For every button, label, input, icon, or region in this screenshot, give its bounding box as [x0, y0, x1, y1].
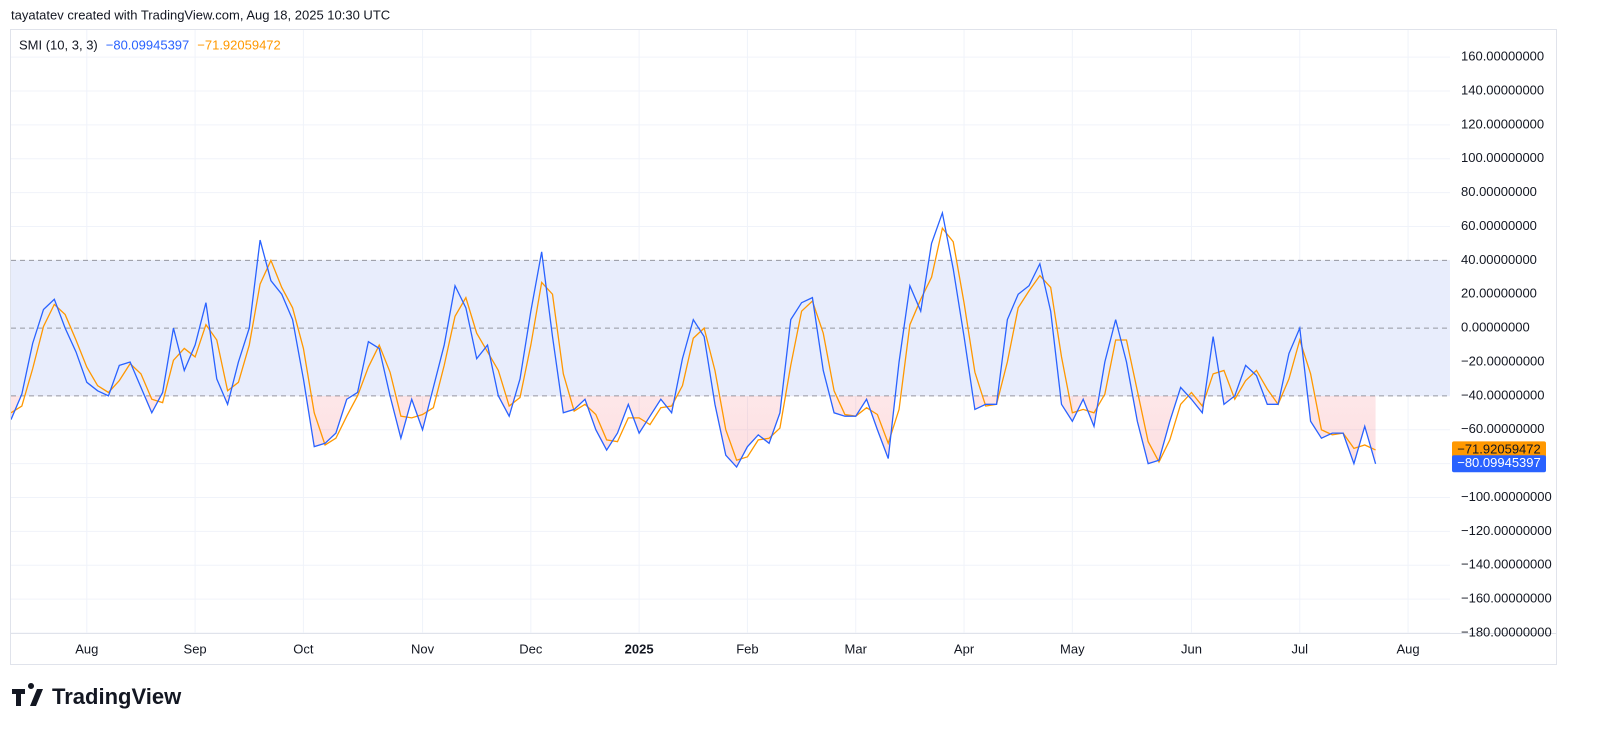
- y-tick-label: 160.00000000: [1461, 49, 1544, 64]
- y-tick-label: −60.00000000: [1461, 421, 1545, 436]
- legend-value: −71.92059472: [197, 37, 281, 52]
- price-tag-label: −71.92059472: [1457, 441, 1541, 456]
- logo-icon: [12, 683, 43, 706]
- y-tick-label: 60.00000000: [1461, 218, 1537, 233]
- x-tick-label: Oct: [293, 641, 314, 656]
- price-tag: [1452, 455, 1546, 473]
- y-tick-label: −40.00000000: [1461, 387, 1545, 402]
- y-tick-label: 0.00000000: [1461, 320, 1530, 335]
- y-tick-label: 40.00000000: [1461, 252, 1537, 267]
- y-tick-label: −140.00000000: [1461, 557, 1552, 572]
- y-tick-label: −120.00000000: [1461, 523, 1552, 538]
- x-tick-label: Nov: [411, 641, 435, 656]
- x-tick-label: Jun: [1181, 641, 1202, 656]
- x-tick-label: Jul: [1291, 641, 1308, 656]
- price-tag: [1452, 441, 1546, 459]
- x-tick-label: Feb: [736, 641, 758, 656]
- series-line: [11, 226, 1376, 464]
- x-tick-label: Apr: [954, 641, 975, 656]
- labels: 160.00000000 140.00000000 120.00000000 100.…: [75, 49, 1551, 657]
- logo-text: TradingView: [52, 684, 182, 709]
- logo: TradingView: [12, 683, 182, 709]
- y-tick-label: 140.00000000: [1461, 82, 1544, 97]
- x-tick-label: 2025: [625, 641, 654, 656]
- y-tick-label: −160.00000000: [1461, 591, 1552, 606]
- series-line: [11, 210, 1377, 469]
- legend-title: SMI (10, 3, 3): [19, 37, 98, 52]
- x-tick-label: Aug: [1396, 641, 1419, 656]
- price-tag-label: −80.09945397: [1457, 455, 1541, 470]
- frame: [10, 29, 1557, 665]
- y-tick-label: 20.00000000: [1461, 286, 1537, 301]
- y-tick-label: 100.00000000: [1461, 150, 1544, 165]
- y-tick-label: −100.00000000: [1461, 489, 1552, 504]
- x-tick-label: Sep: [184, 641, 207, 656]
- y-tick-label: 80.00000000: [1461, 184, 1537, 199]
- y-tick-label: −180.00000000: [1461, 624, 1552, 639]
- x-tick-label: Mar: [845, 641, 868, 656]
- y-tick-label: −20.00000000: [1461, 353, 1545, 368]
- bands: [11, 259, 1450, 468]
- lines: [11, 210, 1377, 469]
- x-tick-label: May: [1060, 641, 1085, 656]
- y-tick-label: 120.00000000: [1461, 116, 1544, 131]
- level-band: [11, 260, 1450, 396]
- header: tayatatev created with TradingView.com, …: [11, 7, 390, 22]
- legend-value: −80.09945397: [106, 37, 190, 52]
- x-tick-label: Dec: [519, 641, 543, 656]
- x-tick-label: Aug: [75, 641, 98, 656]
